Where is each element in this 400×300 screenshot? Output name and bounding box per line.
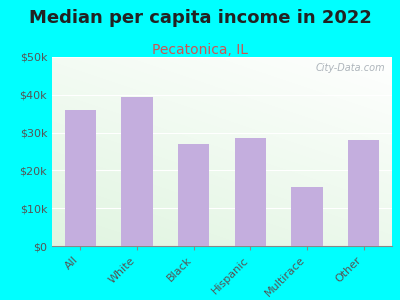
Bar — [65, 110, 96, 246]
Bar — [178, 144, 209, 246]
Bar — [122, 97, 152, 246]
Bar — [235, 138, 266, 246]
Text: Median per capita income in 2022: Median per capita income in 2022 — [28, 9, 372, 27]
Text: Pecatonica, IL: Pecatonica, IL — [152, 44, 248, 58]
Text: City-Data.com: City-Data.com — [316, 63, 385, 73]
Bar — [292, 188, 322, 246]
Bar — [348, 140, 379, 246]
